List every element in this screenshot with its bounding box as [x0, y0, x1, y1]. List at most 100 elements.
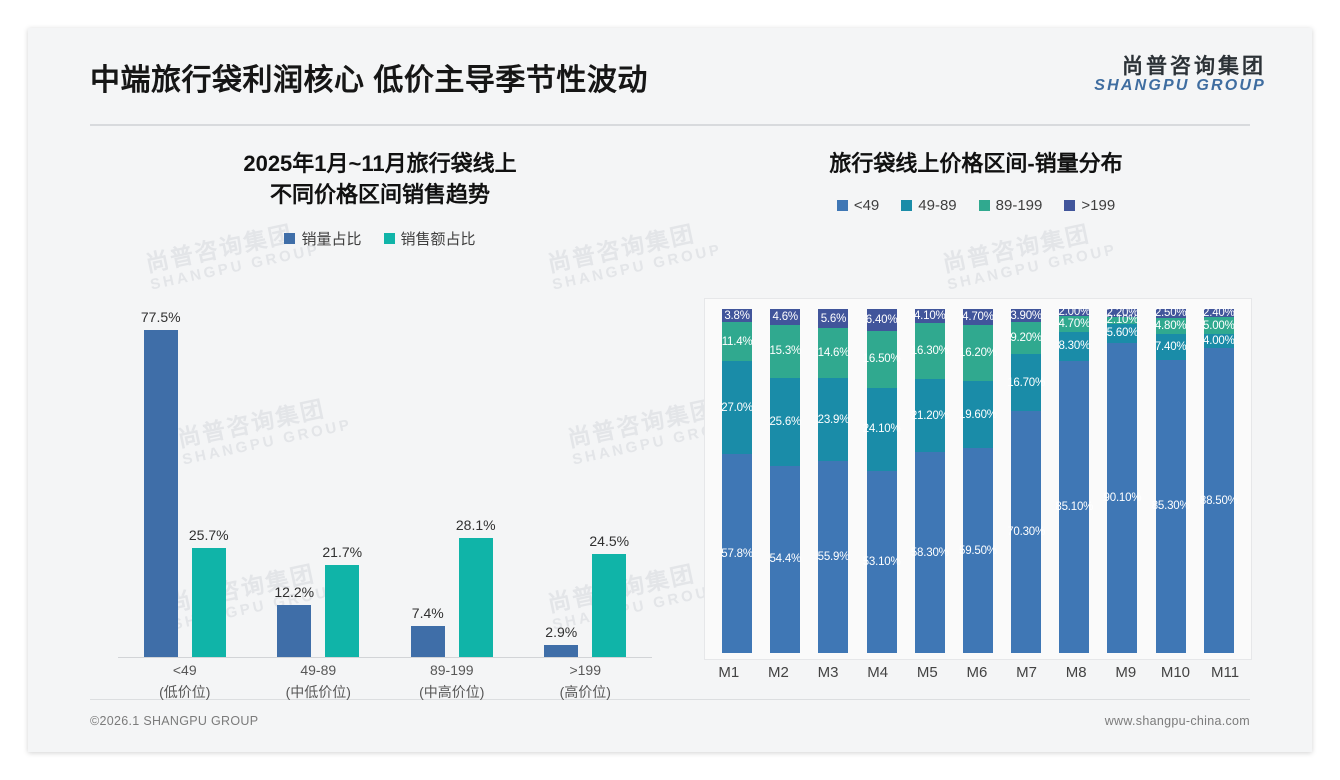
stack-segment[interactable]: 2.40%	[1203, 307, 1235, 319]
stack-segment[interactable]: 4.00%	[1203, 334, 1235, 349]
stack-segment[interactable]: 2.50%	[1155, 307, 1187, 319]
stack-segment[interactable]: 4.70%	[1058, 315, 1090, 332]
bar-value-label: 28.1%	[455, 517, 496, 534]
stacked-bar[interactable]: 2.40% 5.00% 4.00% 88.50%	[1200, 307, 1238, 653]
x-axis-tick: <49 (低价位)	[126, 660, 244, 703]
stack-segment[interactable]: 7.40%	[1155, 334, 1187, 360]
stack-segment[interactable]: 88.50%	[1200, 348, 1238, 653]
stack-segment[interactable]: 5.60%	[1106, 323, 1139, 344]
x-axis-tick-label: M3	[817, 664, 839, 681]
stacked-bar[interactable]: 6.40% 16.50% 24.10% 53.10%	[863, 309, 901, 653]
stack-segment[interactable]: 24.10%	[863, 387, 901, 471]
stack-segment-label: 90.10%	[1103, 492, 1142, 504]
stack-segment[interactable]: 14.6%	[818, 328, 849, 379]
stack-segment[interactable]: 16.30%	[911, 323, 949, 380]
stack-segment-label: 16.50%	[862, 353, 901, 366]
stack-segment[interactable]: 21.20%	[911, 379, 949, 453]
bar-revenue[interactable]: 21.7%	[322, 544, 362, 657]
stack-segment[interactable]: 11.4%	[721, 322, 753, 362]
stack-segment-label: 4.10%	[913, 310, 946, 323]
stacked-bar[interactable]: 2.20% 2.10% 5.60% 90.10%	[1104, 307, 1142, 653]
stacked-bar[interactable]: 3.90% 9.20% 16.70% 70.30%	[1007, 309, 1045, 653]
stack-segment[interactable]: 54.4%	[769, 465, 801, 653]
legend-item-right-1[interactable]: 49-89	[901, 197, 957, 214]
stack-segment[interactable]: 90.10%	[1104, 343, 1142, 653]
x-axis-tick-label: M9	[1115, 664, 1137, 681]
x-axis-tick-label: M2	[768, 664, 789, 681]
stack-segment[interactable]: 6.40%	[866, 309, 898, 331]
stack-segment-label: 25.6%	[769, 415, 802, 428]
stack-segment[interactable]: 9.20%	[1010, 322, 1042, 354]
legend-item-left-0[interactable]: 销量占比	[284, 228, 362, 249]
stack-segment-label: 11.4%	[721, 335, 753, 348]
stack-segment-label: 2.10%	[1106, 314, 1139, 327]
stacked-bar[interactable]: 4.10% 16.30% 21.20% 58.30%	[911, 309, 949, 653]
stack-segment[interactable]: 53.10%	[863, 470, 901, 653]
stacked-bar[interactable]: 4.6% 15.3% 25.6% 54.4%	[769, 309, 802, 653]
bar-fill	[592, 553, 627, 657]
stack-segment[interactable]: 25.6%	[769, 377, 802, 466]
legend-item-right-3[interactable]: >199	[1064, 197, 1115, 214]
bar-group: 2.9% 24.5%	[526, 298, 644, 657]
stack-segment[interactable]: 2.20%	[1107, 307, 1139, 319]
stack-segment-label: 5.60%	[1106, 327, 1139, 340]
stack-segment[interactable]: 5.00%	[1203, 317, 1235, 335]
stack-segment[interactable]: 15.3%	[769, 324, 801, 378]
stack-segment[interactable]: 3.8%	[722, 309, 753, 323]
stacked-bar[interactable]: 2.00% 4.70% 8.30% 85.10%	[1055, 306, 1093, 653]
stack-segment-label: 2.00%	[1058, 306, 1091, 319]
bar-revenue[interactable]: 24.5%	[589, 533, 629, 657]
bar-fill	[410, 625, 445, 657]
bar-volume[interactable]: 12.2%	[274, 584, 314, 657]
stacked-bar[interactable]: 2.50% 4.80% 7.40% 85.30%	[1152, 307, 1190, 653]
stack-segment[interactable]: 4.70%	[962, 309, 994, 326]
stack-segment[interactable]: 85.30%	[1152, 359, 1190, 653]
bar-group: 12.2% 21.7%	[259, 298, 377, 657]
stack-segment-label: 27.0%	[721, 401, 753, 414]
stacked-bar[interactable]: 4.70% 16.20% 19.60% 59.50%	[959, 309, 997, 653]
stack-segment[interactable]: 27.0%	[721, 361, 753, 455]
x-axis-tick-sublabel: (低价位)	[159, 683, 211, 700]
stack-segment-label: 16.30%	[910, 345, 949, 358]
stack-segment[interactable]: 8.30%	[1058, 332, 1090, 361]
stack-segment[interactable]: 16.50%	[863, 330, 901, 388]
stack-segment[interactable]: 58.30%	[911, 452, 949, 653]
bar-volume[interactable]: 2.9%	[544, 624, 579, 657]
stack-segment[interactable]: 59.50%	[959, 448, 997, 653]
stack-segment[interactable]: 16.20%	[959, 325, 997, 381]
bar-revenue[interactable]: 25.7%	[189, 527, 229, 657]
stack-segment[interactable]: 23.9%	[818, 378, 849, 461]
stack-segment[interactable]: 3.90%	[1010, 309, 1042, 323]
stack-segment[interactable]: 2.00%	[1058, 306, 1091, 319]
stacked-bar[interactable]: 3.8% 11.4% 27.0% 57.8%	[721, 309, 753, 653]
bar-group: 77.5% 25.7%	[126, 298, 244, 657]
stacked-bar[interactable]: 5.6% 14.6% 23.9% 55.9%	[818, 309, 849, 653]
x-axis-tick-label: <49	[172, 662, 197, 678]
legend-item-left-1[interactable]: 销售额占比	[383, 228, 476, 249]
stack-segment[interactable]: 19.60%	[959, 380, 997, 449]
left-chart-title-line2: 不同价格区间销售趋势	[269, 182, 490, 208]
stack-segment[interactable]: 4.6%	[770, 309, 801, 325]
stack-segment[interactable]: 55.9%	[818, 460, 849, 653]
bar-revenue[interactable]: 28.1%	[456, 517, 496, 657]
stack-segment[interactable]: 85.10%	[1055, 360, 1093, 653]
stack-segment[interactable]: 5.6%	[818, 309, 849, 329]
stack-segment[interactable]: 16.70%	[1007, 354, 1045, 412]
bar-volume[interactable]: 7.4%	[410, 605, 445, 657]
stack-segment-label: 4.6%	[772, 310, 799, 323]
x-axis-tick-label: M4	[867, 664, 889, 681]
stack-segment-label: 59.50%	[959, 544, 997, 557]
stack-segment[interactable]: 2.10%	[1106, 314, 1139, 327]
stack-segment[interactable]: 4.10%	[913, 309, 946, 324]
stack-segment[interactable]: 4.80%	[1155, 317, 1187, 335]
x-axis-tick-label: M7	[1016, 664, 1037, 681]
logo-chinese-text: 尚普咨询集团	[1122, 55, 1266, 78]
legend-item-right-0[interactable]: <49	[836, 197, 879, 214]
stack-segment[interactable]: 70.30%	[1007, 411, 1045, 653]
legend-item-right-2[interactable]: 89-199	[978, 197, 1042, 214]
bar-value-label: 21.7%	[322, 544, 363, 561]
bar-volume[interactable]: 77.5%	[141, 309, 181, 657]
stack-segment[interactable]: 57.8%	[721, 454, 753, 653]
stack-segment-label: 19.60%	[959, 408, 997, 421]
x-axis-tick-sublabel: (高价位)	[559, 683, 611, 700]
